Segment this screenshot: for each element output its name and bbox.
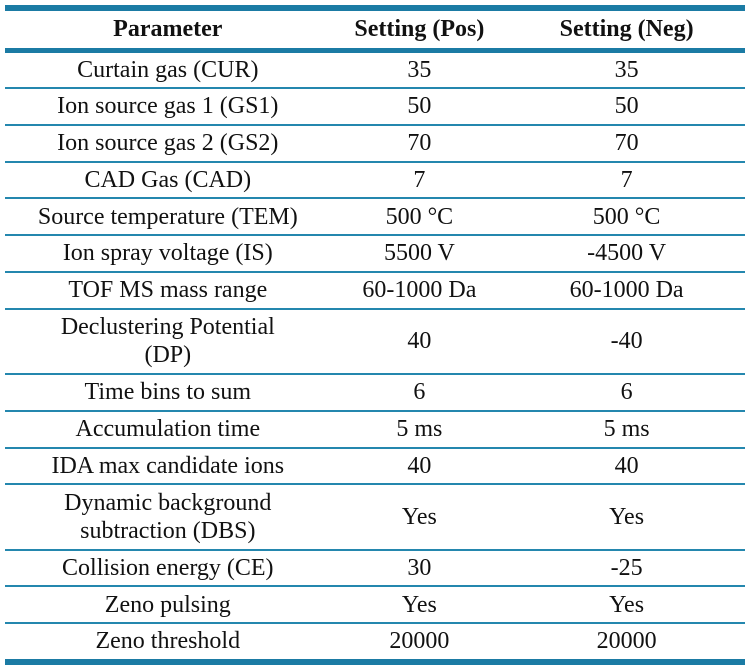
table-row: Accumulation time 5 ms 5 ms — [5, 410, 745, 449]
parameter-cell: Collision energy (CE) — [5, 549, 331, 588]
parameter-cell: Zeno pulsing — [5, 586, 331, 625]
setting-neg-cell: 35 — [508, 50, 745, 90]
setting-pos-cell: 6 — [330, 374, 509, 412]
parameter-cell: Zeno threshold — [95, 628, 241, 655]
setting-pos-cell: 70 — [330, 124, 509, 163]
setting-pos-cell: 20000 — [389, 628, 450, 655]
table-row: CAD Gas (CAD) 7 7 — [5, 161, 745, 200]
parameter-cell: Ion source gas 1 (GS1) — [5, 88, 331, 126]
table-row: Dynamic background subtraction (DBS) Yes… — [5, 484, 745, 551]
header-row: Parameter Setting (Pos) Setting (Neg) — [5, 8, 745, 53]
table-row: IDA max candidate ions 40 40 — [5, 447, 745, 486]
setting-neg-cell: -4500 V — [508, 235, 745, 273]
table-row: Ion spray voltage (IS) 5500 V -4500 V — [5, 235, 745, 273]
setting-neg-cell: Yes — [508, 484, 745, 551]
parameter-cell: Ion source gas 2 (GS2) — [5, 124, 331, 163]
parameter-cell: Declustering Potential (DP) — [5, 308, 331, 376]
setting-neg-cell: 500 °C — [508, 198, 745, 237]
setting-neg-cell: 40 — [508, 447, 745, 486]
parameter-cell: Source temperature (TEM) — [5, 198, 331, 237]
setting-neg-cell: 7 — [508, 161, 745, 200]
table-row: Curtain gas (CUR) 35 35 — [5, 50, 745, 90]
table-row: Ion source gas 1 (GS1) 50 50 — [5, 88, 745, 126]
setting-pos-cell: 30 — [330, 549, 509, 588]
setting-pos-cell: 40 — [330, 308, 509, 376]
setting-neg-cell: 70 — [508, 124, 745, 163]
table-row: TOF MS mass range 60-1000 Da 60-1000 Da — [5, 271, 745, 310]
parameter-cell: CAD Gas (CAD) — [5, 161, 331, 200]
ms-parameters-table: Parameter Setting (Pos) Setting (Neg) Cu… — [5, 5, 745, 665]
setting-pos-cell: Yes — [330, 586, 509, 625]
table-row: Ion source gas 2 (GS2) 70 70 — [5, 124, 745, 163]
setting-pos-cell: 50 — [330, 88, 509, 126]
setting-neg-cell: 50 — [508, 88, 745, 126]
setting-neg-cell: -25 — [508, 549, 745, 588]
setting-neg-cell: 20000 — [596, 628, 657, 655]
column-header-parameter: Parameter — [5, 8, 331, 53]
setting-pos-cell: 40 — [330, 447, 509, 486]
column-header-setting-pos: Setting (Pos) — [330, 8, 509, 53]
table-row: Collision energy (CE) 30 -25 — [5, 549, 745, 588]
setting-neg-cell: -40 — [508, 308, 745, 376]
table-row: Declustering Potential (DP) 40 -40 — [5, 308, 745, 376]
setting-neg-cell: 60-1000 Da — [508, 271, 745, 310]
setting-pos-cell: 5500 V — [330, 235, 509, 273]
parameter-cell: TOF MS mass range — [5, 271, 331, 310]
table-row: Time bins to sum 6 6 — [5, 374, 745, 412]
setting-neg-cell: Yes — [508, 586, 745, 625]
setting-pos-cell: 35 — [330, 50, 509, 90]
setting-pos-cell: Yes — [330, 484, 509, 551]
column-header-setting-neg: Setting (Neg) — [508, 8, 745, 53]
setting-pos-cell: 60-1000 Da — [330, 271, 509, 310]
setting-neg-cell: 6 — [508, 374, 745, 412]
parameter-cell: Time bins to sum — [5, 374, 331, 412]
table-row: Zeno threshold 20000 20000 — [5, 623, 745, 662]
table-row: Source temperature (TEM) 500 °C 500 °C — [5, 198, 745, 237]
parameter-cell: IDA max candidate ions — [5, 447, 331, 486]
parameter-cell: Curtain gas (CUR) — [5, 50, 331, 90]
parameter-cell: Ion spray voltage (IS) — [5, 235, 331, 273]
setting-pos-cell: 500 °C — [330, 198, 509, 237]
setting-neg-cell: 5 ms — [508, 410, 745, 449]
parameter-cell: Dynamic background subtraction (DBS) — [5, 484, 331, 551]
parameter-cell: Accumulation time — [5, 410, 331, 449]
table-row: Zeno pulsing Yes Yes — [5, 586, 745, 625]
setting-pos-cell: 5 ms — [330, 410, 509, 449]
setting-pos-cell: 7 — [330, 161, 509, 200]
